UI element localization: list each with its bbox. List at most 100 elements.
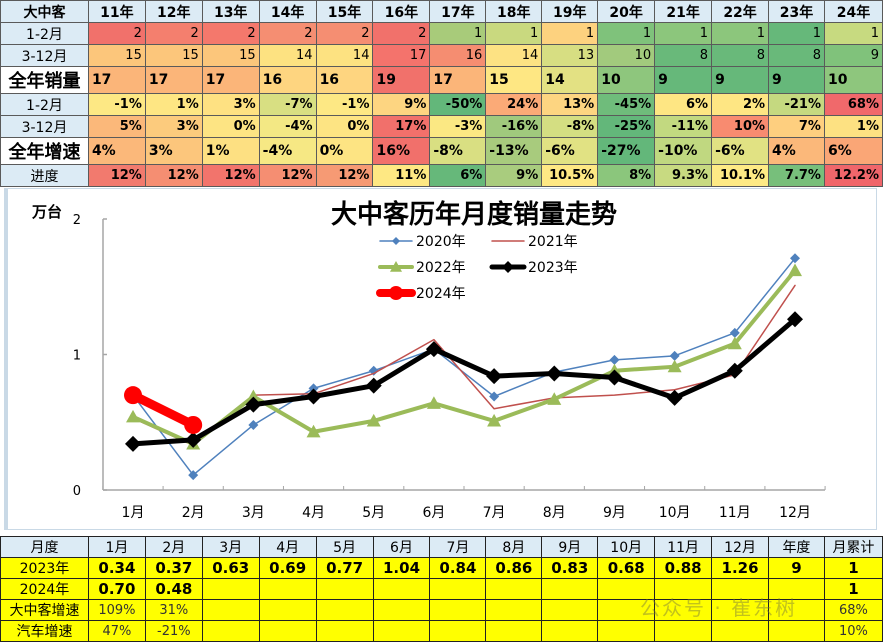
table-cell: 0.83 bbox=[541, 557, 599, 579]
heatmap-cell: 1% bbox=[201, 137, 260, 165]
heatmap-cell: 2 bbox=[87, 22, 146, 45]
column-header: 年度 bbox=[768, 536, 825, 558]
row-label: 全年增速 bbox=[0, 137, 89, 165]
table-cell bbox=[654, 599, 713, 621]
table-cell: 0.84 bbox=[429, 557, 487, 579]
heatmap-cell: 14 bbox=[541, 66, 599, 94]
heatmap-cell: 2 bbox=[201, 22, 260, 45]
legend-item: 2022年 bbox=[378, 260, 466, 276]
heatmap-cell: 14 bbox=[485, 44, 543, 67]
series-2023年 bbox=[125, 311, 803, 452]
heatmap-cell: -13% bbox=[485, 137, 543, 165]
table-row: 全年增速 4% 3% 1% -4% 0% 16% -8% -13% -6% -27% -10% -6% 4… bbox=[0, 137, 883, 165]
heatmap-cell: 1 bbox=[823, 22, 883, 45]
table-cell bbox=[597, 578, 656, 600]
row-label: 2024年 bbox=[0, 578, 89, 600]
heatmap-cell: 3% bbox=[201, 93, 260, 116]
heatmap-cell: 17 bbox=[144, 66, 203, 94]
table-corner-label: 大中客 bbox=[0, 0, 89, 23]
row-label: 汽车增速 bbox=[0, 620, 89, 642]
column-header: 月度 bbox=[0, 536, 89, 558]
heatmap-cell: -6% bbox=[711, 137, 770, 165]
heatmap-cell: 2 bbox=[258, 22, 317, 45]
heatmap-cell: -7% bbox=[258, 93, 317, 116]
table-cell bbox=[485, 578, 543, 600]
heatmap-cell: 12.2% bbox=[823, 164, 883, 187]
heatmap-cell: 3% bbox=[144, 115, 203, 138]
table-cell bbox=[201, 578, 260, 600]
table-cell bbox=[429, 620, 487, 642]
heatmap-cell: 10 bbox=[597, 66, 656, 94]
x-tick-label: 5月 bbox=[362, 505, 385, 521]
x-tick-label: 4月 bbox=[302, 505, 325, 521]
table-cell bbox=[315, 620, 374, 642]
table-cell: 0.69 bbox=[258, 557, 317, 579]
row-label: 1-2月 bbox=[0, 93, 89, 116]
table-row: 大中客增速 109% 31% 68% bbox=[0, 599, 883, 621]
table-row: 1-2月 2 2 2 2 2 2 1 1 1 1 1 1 1 1 bbox=[0, 22, 883, 45]
table-cell bbox=[201, 599, 260, 621]
heatmap-cell: 9 bbox=[654, 66, 713, 94]
column-header: 9月 bbox=[541, 536, 599, 558]
legend-item: 2024年 bbox=[376, 286, 466, 302]
x-tick-label: 2月 bbox=[182, 505, 205, 521]
column-header: 8月 bbox=[485, 536, 543, 558]
table-cell bbox=[768, 620, 825, 642]
table-row: 汽车增速 47% -21% 10% bbox=[0, 620, 883, 642]
table-cell: 0.70 bbox=[87, 578, 146, 600]
chart-series bbox=[124, 253, 803, 481]
heatmap-cell: 1% bbox=[144, 93, 203, 116]
heatmap-cell: 0% bbox=[315, 137, 374, 165]
y-tick-label: 0 bbox=[73, 484, 81, 499]
table-cell: 31% bbox=[144, 599, 203, 621]
heatmap-cell: -27% bbox=[597, 137, 656, 165]
table-cell bbox=[372, 599, 431, 621]
heatmap-cell: 9% bbox=[372, 93, 431, 116]
yearly-heatmap-table: 大中客 11年 12年 13年 14年 15年 16年 17年 18年 19年 20年 21年 22年 2… bbox=[0, 0, 883, 187]
heatmap-cell: 10 bbox=[823, 66, 883, 94]
column-header: 2月 bbox=[144, 536, 203, 558]
year-header: 12年 bbox=[144, 0, 203, 23]
column-header: 3月 bbox=[201, 536, 260, 558]
heatmap-cell: 8% bbox=[597, 164, 656, 187]
year-header: 19年 bbox=[541, 0, 599, 23]
table-cell: 0.48 bbox=[144, 578, 203, 600]
table-cell bbox=[258, 620, 317, 642]
header-row: 大中客 11年 12年 13年 14年 15年 16年 17年 18年 19年 20年 21年 22年 2… bbox=[0, 0, 883, 23]
heatmap-cell: 8 bbox=[654, 44, 713, 67]
header-row: 月度 1月 2月 3月 4月 5月 6月 7月 8月 9月 10月 11月 12月 年度 月累计 bbox=[0, 536, 883, 558]
table-cell bbox=[768, 578, 825, 600]
heatmap-cell: 7.7% bbox=[768, 164, 825, 187]
heatmap-cell: 2 bbox=[144, 22, 203, 45]
heatmap-cell: 13 bbox=[541, 44, 599, 67]
heatmap-cell: -21% bbox=[768, 93, 825, 116]
heatmap-cell: 9 bbox=[823, 44, 883, 67]
year-header: 15年 bbox=[315, 0, 374, 23]
heatmap-cell: -1% bbox=[87, 93, 146, 116]
heatmap-cell: 12% bbox=[315, 164, 374, 187]
heatmap-cell: 6% bbox=[429, 164, 487, 187]
table-cell: 1.04 bbox=[372, 557, 431, 579]
heatmap-cell: 9 bbox=[768, 66, 825, 94]
year-header: 21年 bbox=[654, 0, 713, 23]
table-cell bbox=[429, 578, 487, 600]
table-cell bbox=[485, 620, 543, 642]
table-row: 2024年 0.70 0.48 1 bbox=[0, 578, 883, 600]
y-tick-label: 1 bbox=[73, 349, 81, 364]
table-cell: 0.37 bbox=[144, 557, 203, 579]
heatmap-cell: -3% bbox=[429, 115, 487, 138]
heatmap-cell: 16 bbox=[429, 44, 487, 67]
heatmap-cell: 12% bbox=[144, 164, 203, 187]
heatmap-cell: 1 bbox=[429, 22, 487, 45]
x-tick-label: 11月 bbox=[719, 505, 751, 521]
legend-item: 2020年 bbox=[379, 234, 466, 250]
heatmap-cell: 15 bbox=[144, 44, 203, 67]
x-tick-label: 12月 bbox=[779, 505, 811, 521]
year-header: 17年 bbox=[429, 0, 487, 23]
year-header: 23年 bbox=[768, 0, 825, 23]
year-header: 24年 bbox=[823, 0, 883, 23]
table-cell bbox=[654, 620, 713, 642]
legend-item: 2021年 bbox=[491, 234, 578, 250]
table-cell: 0.63 bbox=[201, 557, 260, 579]
x-tick-label: 8月 bbox=[543, 505, 566, 521]
